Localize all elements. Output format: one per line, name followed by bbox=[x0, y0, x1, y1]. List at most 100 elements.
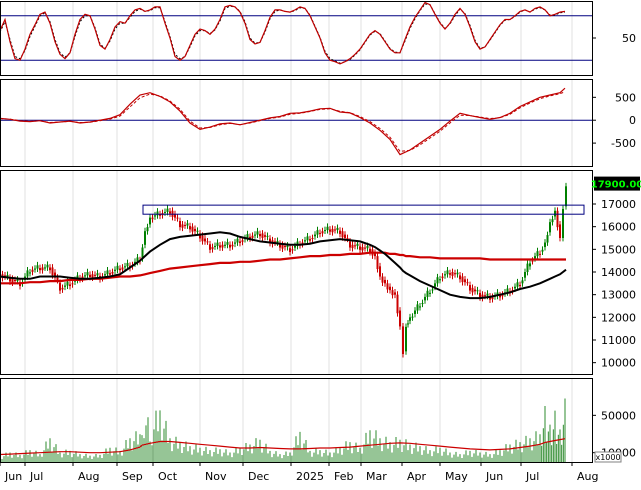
candle-body bbox=[204, 238, 206, 242]
candle-body bbox=[489, 296, 491, 300]
candle-body bbox=[396, 294, 399, 314]
y-tick-label: 500 bbox=[615, 91, 636, 104]
candle-body bbox=[181, 224, 184, 228]
candle-body bbox=[26, 270, 29, 277]
y-tick-label: 17000 bbox=[601, 198, 636, 211]
candle-body bbox=[539, 253, 541, 255]
candle-body bbox=[459, 275, 461, 280]
candle-body bbox=[261, 233, 264, 238]
candle-body bbox=[389, 286, 391, 291]
candle-body bbox=[196, 230, 199, 232]
candle-body bbox=[201, 235, 204, 242]
candle-body bbox=[221, 244, 224, 248]
candle-body bbox=[259, 234, 261, 237]
candle-body bbox=[276, 240, 279, 243]
candle-body bbox=[319, 232, 321, 234]
candle-body bbox=[46, 264, 49, 268]
x-tick-label: Sep bbox=[122, 470, 143, 483]
candle-body bbox=[541, 249, 544, 252]
candle-body bbox=[386, 283, 389, 290]
x-tick-label: Jun bbox=[485, 470, 503, 483]
candle-body bbox=[416, 304, 419, 311]
y-tick-label: 11000 bbox=[601, 334, 636, 347]
candle-body bbox=[236, 238, 239, 243]
candle-body bbox=[469, 285, 471, 291]
candle-body bbox=[96, 273, 99, 276]
candle-body bbox=[359, 246, 361, 250]
candle-body bbox=[546, 235, 549, 243]
candle-body bbox=[16, 279, 19, 282]
candle-body bbox=[444, 274, 446, 276]
candle-body bbox=[341, 231, 344, 238]
candle-body bbox=[439, 279, 441, 281]
x-tick-label: Mar bbox=[366, 470, 387, 483]
candle-body bbox=[251, 235, 254, 238]
candle-body bbox=[339, 230, 341, 234]
candle-body bbox=[286, 245, 289, 248]
candle-body bbox=[376, 256, 379, 270]
candle-body bbox=[484, 295, 486, 297]
candle-body bbox=[216, 242, 219, 246]
candle-body bbox=[164, 211, 166, 213]
candle-body bbox=[562, 208, 564, 238]
candle-body bbox=[136, 257, 139, 262]
candle-body bbox=[126, 263, 129, 267]
candle-body bbox=[411, 316, 414, 318]
candle-body bbox=[366, 246, 369, 249]
candle-body bbox=[506, 288, 509, 293]
x-tick-label: Jun bbox=[4, 470, 22, 483]
candle-body bbox=[209, 244, 211, 250]
candle-body bbox=[551, 219, 554, 223]
candle-body bbox=[56, 277, 59, 281]
y-tick-label: 15000 bbox=[601, 243, 636, 256]
candle-body bbox=[394, 292, 396, 295]
panel-frame bbox=[0, 378, 593, 463]
candle-body bbox=[321, 231, 324, 234]
candle-body bbox=[14, 279, 16, 282]
resistance-box bbox=[142, 204, 585, 215]
candle-body bbox=[499, 295, 501, 298]
candle-body bbox=[426, 290, 429, 297]
candle-body bbox=[64, 285, 66, 287]
candle-body bbox=[514, 286, 516, 289]
candle-body bbox=[364, 247, 366, 249]
candle-body bbox=[407, 323, 409, 325]
candle-body bbox=[269, 238, 271, 243]
x-tick-label: Aug bbox=[78, 470, 99, 483]
candle-body bbox=[326, 226, 329, 231]
candle-body bbox=[116, 265, 119, 270]
candle-body bbox=[226, 242, 229, 245]
candle-body bbox=[39, 268, 41, 271]
y-tick-label: 14000 bbox=[601, 266, 636, 279]
candle-body bbox=[174, 214, 176, 218]
candle-body bbox=[224, 244, 226, 246]
current-price-tag bbox=[594, 176, 640, 191]
candle-body bbox=[34, 268, 36, 270]
candle-body bbox=[316, 230, 319, 235]
candle-body bbox=[349, 241, 351, 248]
candle-body bbox=[114, 269, 116, 271]
candle-body bbox=[381, 276, 384, 283]
candle-body bbox=[369, 248, 371, 253]
candle-body bbox=[6, 274, 9, 277]
candle-body bbox=[481, 294, 484, 298]
y-tick-label: -500 bbox=[611, 137, 636, 150]
candle-body bbox=[29, 272, 31, 274]
candle-body bbox=[405, 326, 407, 352]
candle-body bbox=[241, 240, 244, 242]
candle-body bbox=[4, 275, 6, 277]
candle-body bbox=[231, 244, 234, 247]
panel-frame bbox=[0, 79, 593, 167]
candle-body bbox=[534, 256, 536, 259]
candle-body bbox=[9, 277, 11, 282]
x-tick-label: Jul bbox=[525, 470, 539, 483]
candle-body bbox=[186, 223, 189, 226]
candle-body bbox=[36, 265, 39, 269]
candle-body bbox=[565, 186, 567, 207]
candle-body bbox=[144, 231, 146, 245]
unit-box bbox=[594, 451, 622, 463]
stochastic-panel: 50 bbox=[0, 1, 636, 76]
candle-body bbox=[334, 229, 336, 231]
candle-body bbox=[119, 268, 121, 271]
candle-body bbox=[176, 217, 179, 219]
